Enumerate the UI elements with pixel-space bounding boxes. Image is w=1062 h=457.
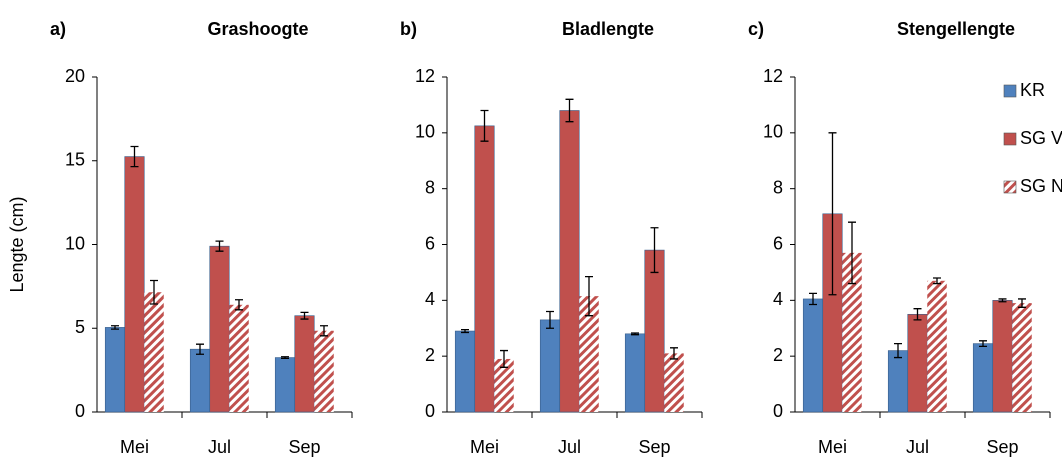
error-bar — [281, 356, 289, 360]
error-bar — [461, 328, 469, 334]
bar — [124, 156, 145, 413]
y-tick-label: 20 — [65, 66, 85, 86]
x-tick-label: Mei — [818, 437, 847, 457]
error-bar — [1018, 298, 1026, 308]
bar — [539, 319, 561, 413]
legend-swatch — [1003, 180, 1017, 194]
bar — [454, 330, 476, 413]
chart-title: Bladlengte — [562, 19, 654, 39]
bar — [144, 292, 164, 412]
y-tick-label: 12 — [763, 66, 783, 86]
y-tick-label: 2 — [425, 345, 435, 365]
error-bar — [111, 325, 119, 330]
error-bar — [809, 292, 817, 306]
bar — [494, 358, 514, 412]
bar — [802, 298, 824, 413]
panel-label: a) — [50, 19, 66, 39]
error-bar — [913, 308, 922, 321]
bar — [294, 315, 315, 413]
y-tick-label: 10 — [763, 122, 783, 142]
error-bar — [320, 325, 328, 337]
error-bar — [565, 98, 574, 123]
error-bar — [196, 343, 204, 355]
chart-title: Stengellengte — [897, 19, 1015, 39]
error-bar — [546, 310, 554, 329]
error-bar — [848, 221, 856, 285]
y-tick-label: 4 — [773, 289, 783, 309]
y-tick-label: 6 — [425, 233, 435, 253]
error-bar — [979, 340, 987, 348]
bar — [209, 245, 230, 413]
error-bar — [215, 240, 224, 252]
error-bar — [828, 132, 837, 296]
bar — [972, 343, 994, 413]
bar — [104, 327, 126, 413]
x-tick-label: Jul — [208, 437, 231, 457]
x-tick-label: Mei — [470, 437, 499, 457]
bar — [927, 280, 947, 412]
legend-swatch — [1003, 132, 1017, 146]
error-bar — [998, 298, 1007, 303]
y-tick-label: 0 — [75, 401, 85, 421]
bar — [842, 252, 862, 412]
bar — [624, 333, 646, 413]
legend-swatch — [1003, 84, 1017, 98]
legend-label: KR — [1020, 80, 1045, 100]
error-bar — [631, 332, 639, 336]
chart-title: Grashoogte — [207, 19, 308, 39]
y-tick-label: 12 — [415, 66, 435, 86]
x-tick-label: Sep — [288, 437, 320, 457]
y-tick-label: 8 — [773, 177, 783, 197]
panel-label: b) — [400, 19, 417, 39]
y-tick-label: 15 — [65, 150, 85, 170]
error-bar — [480, 109, 489, 142]
y-tick-label: 0 — [425, 401, 435, 421]
error-bar — [235, 299, 243, 311]
bar — [887, 350, 909, 413]
y-axis-label: Lengte (cm) — [7, 196, 27, 292]
x-tick-label: Mei — [120, 437, 149, 457]
error-bar — [650, 227, 659, 274]
error-bar — [894, 342, 902, 359]
y-tick-label: 10 — [415, 122, 435, 142]
x-tick-label: Jul — [558, 437, 581, 457]
y-tick-label: 2 — [773, 345, 783, 365]
error-bar — [130, 145, 139, 168]
bar — [664, 353, 684, 412]
panel-label: c) — [748, 19, 764, 39]
error-bar — [585, 275, 593, 317]
bar — [559, 110, 580, 413]
bar — [274, 357, 296, 413]
x-tick-label: Jul — [906, 437, 929, 457]
bar — [314, 330, 334, 412]
error-bar — [300, 311, 309, 320]
bar — [992, 300, 1013, 413]
error-bar — [670, 347, 678, 360]
bar — [644, 249, 665, 413]
x-tick-label: Sep — [986, 437, 1018, 457]
y-tick-label: 0 — [773, 401, 783, 421]
bar — [474, 125, 495, 413]
bar — [579, 296, 599, 412]
error-bar — [500, 349, 508, 368]
bar — [189, 348, 211, 413]
bar — [229, 304, 249, 412]
bar — [1012, 303, 1032, 412]
legend-label: SG Voor — [1020, 128, 1062, 148]
error-bar — [933, 277, 941, 285]
y-tick-label: 8 — [425, 177, 435, 197]
y-tick-label: 10 — [65, 233, 85, 253]
x-tick-label: Sep — [638, 437, 670, 457]
y-tick-label: 4 — [425, 289, 435, 309]
bar — [907, 313, 928, 413]
y-tick-label: 6 — [773, 233, 783, 253]
error-bar — [150, 279, 158, 305]
legend-label: SG Na — [1020, 176, 1062, 196]
y-tick-label: 5 — [75, 317, 85, 337]
